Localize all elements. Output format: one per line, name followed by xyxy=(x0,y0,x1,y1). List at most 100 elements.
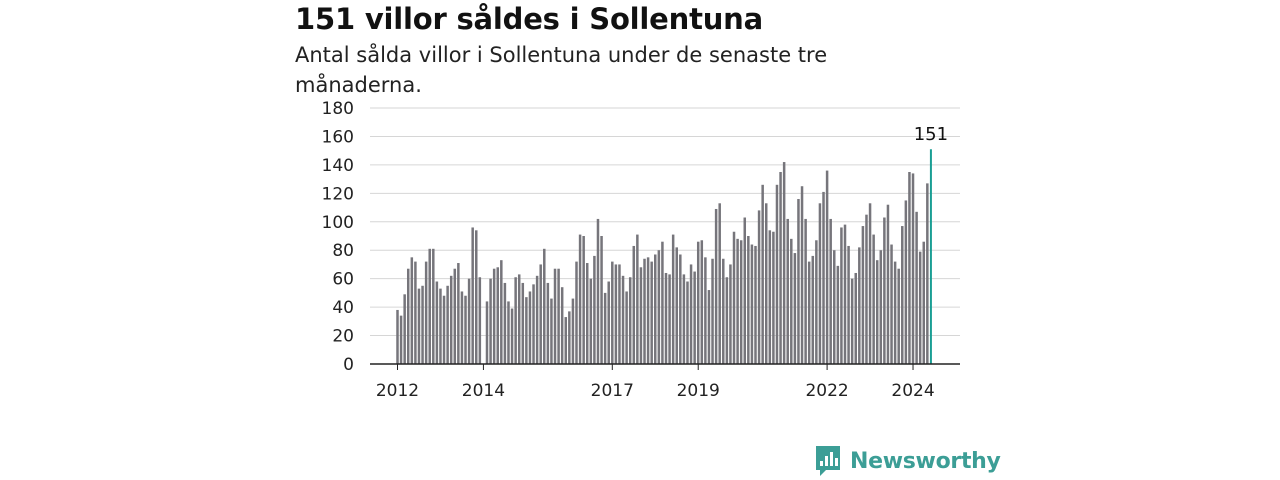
bar xyxy=(399,315,403,364)
x-tick-label: 2012 xyxy=(376,381,419,401)
bar xyxy=(668,274,671,364)
bar xyxy=(406,268,410,364)
bars xyxy=(396,149,932,364)
y-tick-label: 0 xyxy=(343,355,354,375)
bar xyxy=(679,254,682,364)
bar xyxy=(908,172,911,364)
bar xyxy=(793,253,797,364)
bar xyxy=(525,297,528,364)
bar xyxy=(532,284,535,364)
bar xyxy=(843,224,847,364)
bar xyxy=(657,250,661,364)
y-tick-label: 100 xyxy=(322,213,354,233)
bar xyxy=(661,241,664,364)
bar xyxy=(779,172,782,364)
bar xyxy=(804,218,807,364)
bar xyxy=(743,217,747,364)
bar xyxy=(528,291,532,364)
bar xyxy=(539,264,542,364)
axes xyxy=(370,363,960,370)
bar xyxy=(546,282,550,364)
bar xyxy=(543,248,546,364)
bar xyxy=(489,278,492,364)
highlight-bar xyxy=(929,149,932,364)
bar xyxy=(446,285,449,364)
bar xyxy=(747,236,750,364)
bar xyxy=(836,265,840,364)
y-tick-label: 160 xyxy=(322,127,354,147)
bar xyxy=(578,234,582,364)
y-tick-label: 80 xyxy=(332,241,354,261)
bar xyxy=(464,295,467,364)
bar xyxy=(757,210,761,364)
x-tick-label: 2017 xyxy=(591,381,634,401)
labels: 0 20 40 60 80 100 120 140 160 180 2012 2014 2017 2019… xyxy=(322,99,949,401)
y-tick-label: 120 xyxy=(322,184,354,204)
bar xyxy=(764,203,768,364)
bar xyxy=(607,281,610,364)
bar xyxy=(696,241,700,364)
chart-title: 151 villor såldes i Sollentuna xyxy=(295,2,763,36)
bar xyxy=(704,257,707,364)
bar xyxy=(557,268,560,364)
bar xyxy=(811,255,815,364)
bar xyxy=(553,268,557,364)
bar xyxy=(700,240,704,364)
bar xyxy=(671,234,675,364)
bar xyxy=(904,200,908,364)
bar xyxy=(510,308,514,364)
bar xyxy=(625,291,628,364)
bar xyxy=(654,254,657,364)
bar xyxy=(840,227,843,364)
bar xyxy=(797,199,800,364)
bar xyxy=(471,227,474,364)
bar xyxy=(428,248,431,364)
bar xyxy=(485,301,489,364)
bar xyxy=(636,234,639,364)
bar xyxy=(879,250,883,364)
bar xyxy=(782,162,786,364)
bar xyxy=(790,238,793,364)
bar xyxy=(732,231,736,364)
bar xyxy=(854,272,857,364)
y-tick-label: 140 xyxy=(322,156,354,176)
bar xyxy=(500,260,503,364)
bar xyxy=(646,257,650,364)
bar xyxy=(725,277,729,364)
bar xyxy=(571,298,575,364)
bar xyxy=(460,291,464,364)
bar xyxy=(886,204,890,364)
bar xyxy=(893,261,897,364)
bar xyxy=(850,278,854,364)
y-tick-label: 60 xyxy=(332,270,354,290)
bar xyxy=(575,261,578,364)
x-tick-label: 2019 xyxy=(677,381,720,401)
bar xyxy=(396,309,399,364)
bar xyxy=(564,317,568,364)
bar xyxy=(421,285,424,364)
bar xyxy=(632,245,636,364)
newsworthy-logo: Newsworthy xyxy=(814,444,1001,478)
bar xyxy=(560,287,564,364)
bar xyxy=(693,271,696,364)
bar xyxy=(593,255,596,364)
bar xyxy=(614,264,618,364)
y-tick-label: 20 xyxy=(332,327,354,347)
bar xyxy=(736,238,739,364)
chart-subtitle: Antal sålda villor i Sollentuna under de… xyxy=(295,43,828,97)
brand-name: Newsworthy xyxy=(850,448,1001,474)
bar xyxy=(568,311,571,364)
bar xyxy=(664,272,668,364)
bar xyxy=(883,217,886,364)
bar xyxy=(435,281,439,364)
bar xyxy=(800,186,804,364)
bar xyxy=(503,282,507,364)
bar xyxy=(585,263,589,364)
bar xyxy=(822,191,825,364)
bar xyxy=(682,274,686,364)
bar xyxy=(858,247,861,364)
bar xyxy=(410,257,414,364)
bar xyxy=(775,184,779,364)
bar xyxy=(772,231,775,364)
